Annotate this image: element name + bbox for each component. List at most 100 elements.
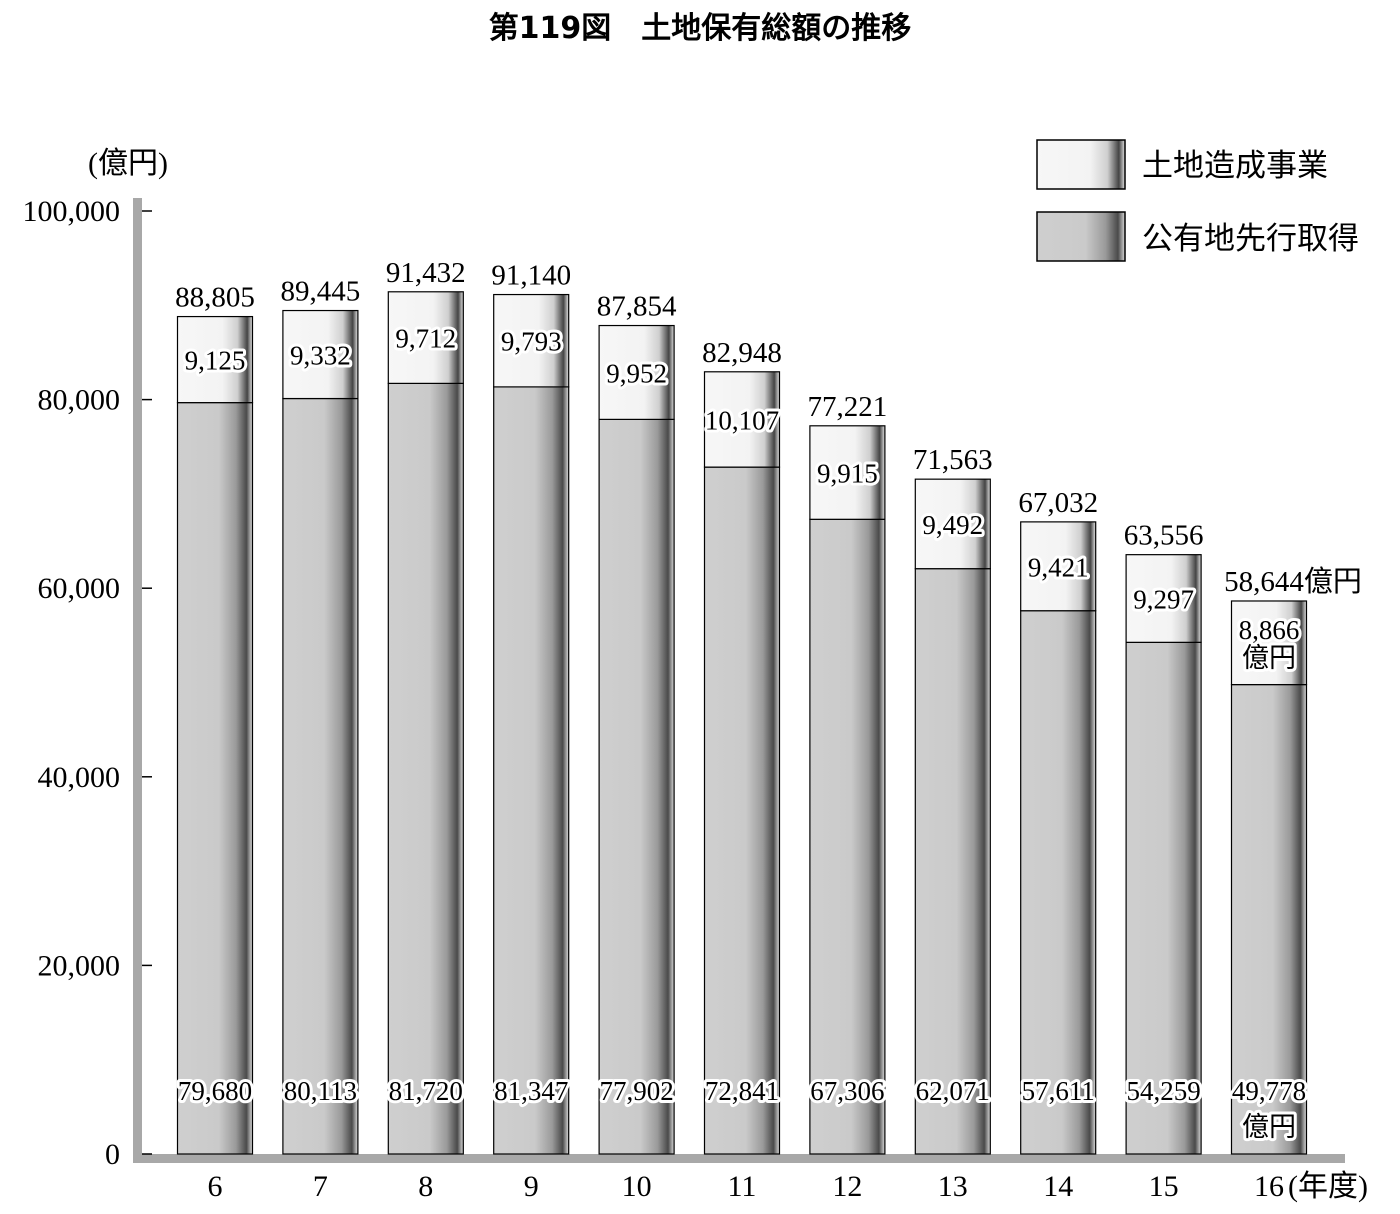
x-axis-unit-label: (年度): [1288, 1170, 1368, 1203]
x-tick-label: 7: [313, 1170, 328, 1203]
x-tick-label: 6: [208, 1170, 223, 1203]
total-value-label: 67,032: [1018, 487, 1098, 519]
bar-segment-land-development: [493, 293, 570, 388]
total-value-label: 89,445: [281, 276, 361, 308]
bar-segment-land-development: [176, 315, 254, 404]
segment-value-label-advance-acquisition: 54,259: [1126, 1076, 1200, 1106]
total-value-label: 63,556: [1124, 520, 1204, 552]
bar-segment-advance-acquisition: [493, 386, 570, 1155]
y-tick-label: 0: [105, 1138, 120, 1171]
total-value-label: 88,805: [175, 282, 255, 314]
x-tick-label: 16: [1254, 1170, 1284, 1203]
segment-value-label-land-development: 8,866: [1239, 615, 1300, 645]
segment-value-label-land-development: 9,712: [395, 324, 456, 354]
segment-value-label-land-development: 9,297: [1133, 585, 1194, 615]
total-value-label: 71,563: [913, 444, 993, 476]
segment-value-label-advance-acquisition: 49,778: [1232, 1076, 1306, 1106]
segment-value-label-advance-acquisition: 77,902: [599, 1076, 673, 1106]
segment-value-label-land-development: 10,107: [705, 405, 779, 435]
bar-group: 67,032 9,421 57,611: [1018, 487, 1098, 1155]
total-value-label: 82,948: [702, 337, 782, 369]
x-tick-label: 14: [1043, 1170, 1073, 1203]
segment-value-label-land-development: 9,915: [817, 459, 878, 489]
segment-value-label-advance-acquisition: 79,680: [178, 1076, 252, 1106]
axes: [133, 198, 1345, 1163]
segment-value-label-land-development: 9,793: [501, 327, 562, 357]
bar-group: 77,221 9,915 67,306: [807, 391, 888, 1155]
bar-segment-land-development: [914, 478, 991, 570]
bar-segment-advance-acquisition: [1125, 641, 1202, 1155]
bar-segment-advance-acquisition: [703, 466, 781, 1155]
y-tick-label: 80,000: [38, 384, 121, 417]
y-axis-ticks: 0 20,000 40,000 60,000 80,000 100,000: [23, 195, 152, 1171]
bar-group: 71,563 9,492 62,071: [913, 444, 993, 1155]
x-tick-label: 10: [622, 1170, 652, 1203]
segment-unit-label: 億円: [1242, 643, 1296, 673]
y-tick-label: 60,000: [38, 572, 121, 605]
x-tick-label: 8: [418, 1170, 433, 1203]
total-value-label: 91,140: [491, 260, 571, 292]
legend-swatch-land-development: [1036, 139, 1126, 190]
legend-label-land-development: 土地造成事業: [1142, 148, 1328, 183]
bar-segment-advance-acquisition: [176, 402, 254, 1155]
bar-segment-advance-acquisition: [282, 397, 359, 1155]
y-tick-label: 40,000: [38, 761, 121, 794]
segment-value-label-advance-acquisition: 72,841: [705, 1076, 779, 1106]
bar-segment-land-development: [703, 371, 781, 468]
segment-value-label-advance-acquisition: 67,306: [810, 1076, 884, 1106]
bar-segment-advance-acquisition: [1020, 610, 1097, 1155]
bar-segment-land-development: [1125, 554, 1202, 643]
bar-group: 91,432 9,712 81,720: [386, 257, 466, 1155]
bar-segment-advance-acquisition: [387, 382, 464, 1155]
total-value-label: 77,221: [808, 391, 888, 423]
x-axis-labels: 6 7 8 9 10 11 12 13 14 15 16: [208, 1170, 1285, 1203]
x-tick-label: 15: [1149, 1170, 1179, 1203]
segment-value-label-land-development: 9,332: [290, 341, 351, 371]
bar-group: 91,140 9,793 81,347: [491, 260, 571, 1155]
x-tick-label: 13: [938, 1170, 968, 1203]
bar-segment-advance-acquisition: [809, 518, 886, 1155]
segment-value-label-land-development: 9,952: [606, 358, 667, 388]
legend: 土地造成事業 公有地先行取得: [1036, 139, 1359, 262]
bar-segment-land-development: [809, 425, 886, 520]
total-value-label: 87,854: [597, 291, 677, 323]
chart-title: 第119図 土地保有総額の推移: [489, 11, 912, 46]
segment-value-label-land-development: 9,492: [922, 510, 983, 540]
bar-segment-land-development: [282, 309, 359, 400]
segment-unit-label: 億円: [1242, 1112, 1296, 1142]
bar-group: 82,948 10,107 72,841: [702, 337, 782, 1155]
x-tick-label: 9: [524, 1170, 539, 1203]
y-tick-label: 20,000: [38, 949, 121, 982]
y-axis-unit-label: (億円): [88, 147, 168, 180]
x-axis-line: [133, 1154, 1345, 1163]
bar-segment-advance-acquisition: [1230, 683, 1308, 1155]
x-tick-label: 11: [728, 1170, 757, 1203]
segment-value-label-advance-acquisition: 80,113: [284, 1076, 357, 1106]
segment-value-label-land-development: 9,421: [1028, 552, 1089, 582]
bar-segment-advance-acquisition: [914, 568, 991, 1155]
legend-label-advance-acquisition: 公有地先行取得: [1142, 221, 1359, 256]
y-axis-line: [133, 198, 142, 1163]
segment-value-label-advance-acquisition: 62,071: [916, 1076, 990, 1106]
x-tick-label: 12: [832, 1170, 862, 1203]
segment-value-label-land-development: 9,125: [185, 346, 246, 376]
bar-segment-land-development: [387, 291, 464, 384]
bars: 88,805 9,125 79,680 89,445 9,332 80,113 91,432…: [175, 257, 1362, 1155]
bar-segment-advance-acquisition: [598, 418, 675, 1155]
segment-value-label-advance-acquisition: 57,611: [1022, 1076, 1095, 1106]
bar-segment-land-development: [598, 324, 675, 420]
bar-group: 87,854 9,952 77,902: [596, 291, 677, 1155]
legend-swatch-advance-acquisition: [1036, 211, 1126, 262]
segment-value-label-advance-acquisition: 81,347: [494, 1076, 568, 1106]
segment-value-label-advance-acquisition: 81,720: [389, 1076, 463, 1106]
bar-group: 88,805 9,125 79,680: [175, 282, 255, 1155]
bar-group: 89,445 9,332 80,113: [281, 276, 361, 1155]
y-tick-label: 100,000: [23, 195, 121, 228]
bar-segment-land-development: [1020, 521, 1097, 612]
bar-segment-land-development: [1230, 600, 1308, 686]
total-value-label: 91,432: [386, 257, 466, 289]
bar-group: 63,556 9,297 54,259: [1123, 520, 1204, 1155]
total-value-label: 58,644億円: [1224, 565, 1362, 598]
